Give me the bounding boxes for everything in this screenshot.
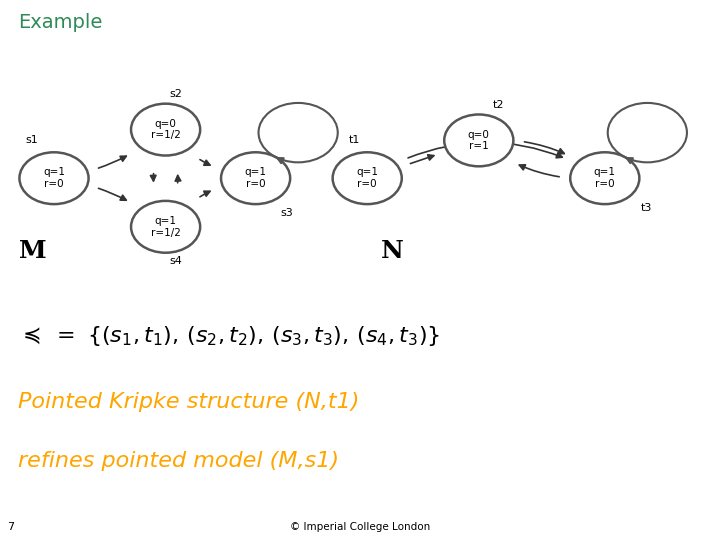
Circle shape [131, 104, 200, 156]
Circle shape [570, 152, 639, 204]
Text: refines pointed model (M,s1): refines pointed model (M,s1) [18, 451, 339, 471]
Text: q=1
r=1/2: q=1 r=1/2 [150, 216, 181, 238]
Text: q=0
r=1: q=0 r=1 [468, 130, 490, 151]
Text: Pointed Kripke structure (N,t1): Pointed Kripke structure (N,t1) [18, 392, 359, 411]
Text: q=1
r=0: q=1 r=0 [594, 167, 616, 189]
Text: t1: t1 [349, 135, 361, 145]
Circle shape [221, 152, 290, 204]
Circle shape [333, 152, 402, 204]
Text: s3: s3 [281, 208, 294, 218]
Text: t2: t2 [493, 100, 505, 110]
Text: 7: 7 [7, 522, 14, 532]
Text: N: N [381, 239, 404, 263]
Text: Example: Example [18, 14, 102, 32]
Text: q=1
r=0: q=1 r=0 [245, 167, 266, 189]
Circle shape [444, 114, 513, 166]
Text: s1: s1 [25, 135, 38, 145]
Text: s4: s4 [169, 255, 182, 266]
Text: $\preceq\ =\ \{(s_1,t_1),\,(s_2,t_2),\,(s_3,t_3),\,(s_4,t_3)\}$: $\preceq\ =\ \{(s_1,t_1),\,(s_2,t_2),\,(… [18, 324, 440, 348]
Circle shape [19, 152, 89, 204]
Text: q=1
r=0: q=1 r=0 [43, 167, 65, 189]
Text: © Imperial College London: © Imperial College London [290, 522, 430, 532]
Circle shape [131, 201, 200, 253]
Text: q=0
r=1/2: q=0 r=1/2 [150, 119, 181, 140]
Text: t3: t3 [641, 202, 652, 213]
Text: M: M [19, 239, 46, 263]
Text: s2: s2 [169, 89, 182, 99]
Text: q=1
r=0: q=1 r=0 [356, 167, 378, 189]
